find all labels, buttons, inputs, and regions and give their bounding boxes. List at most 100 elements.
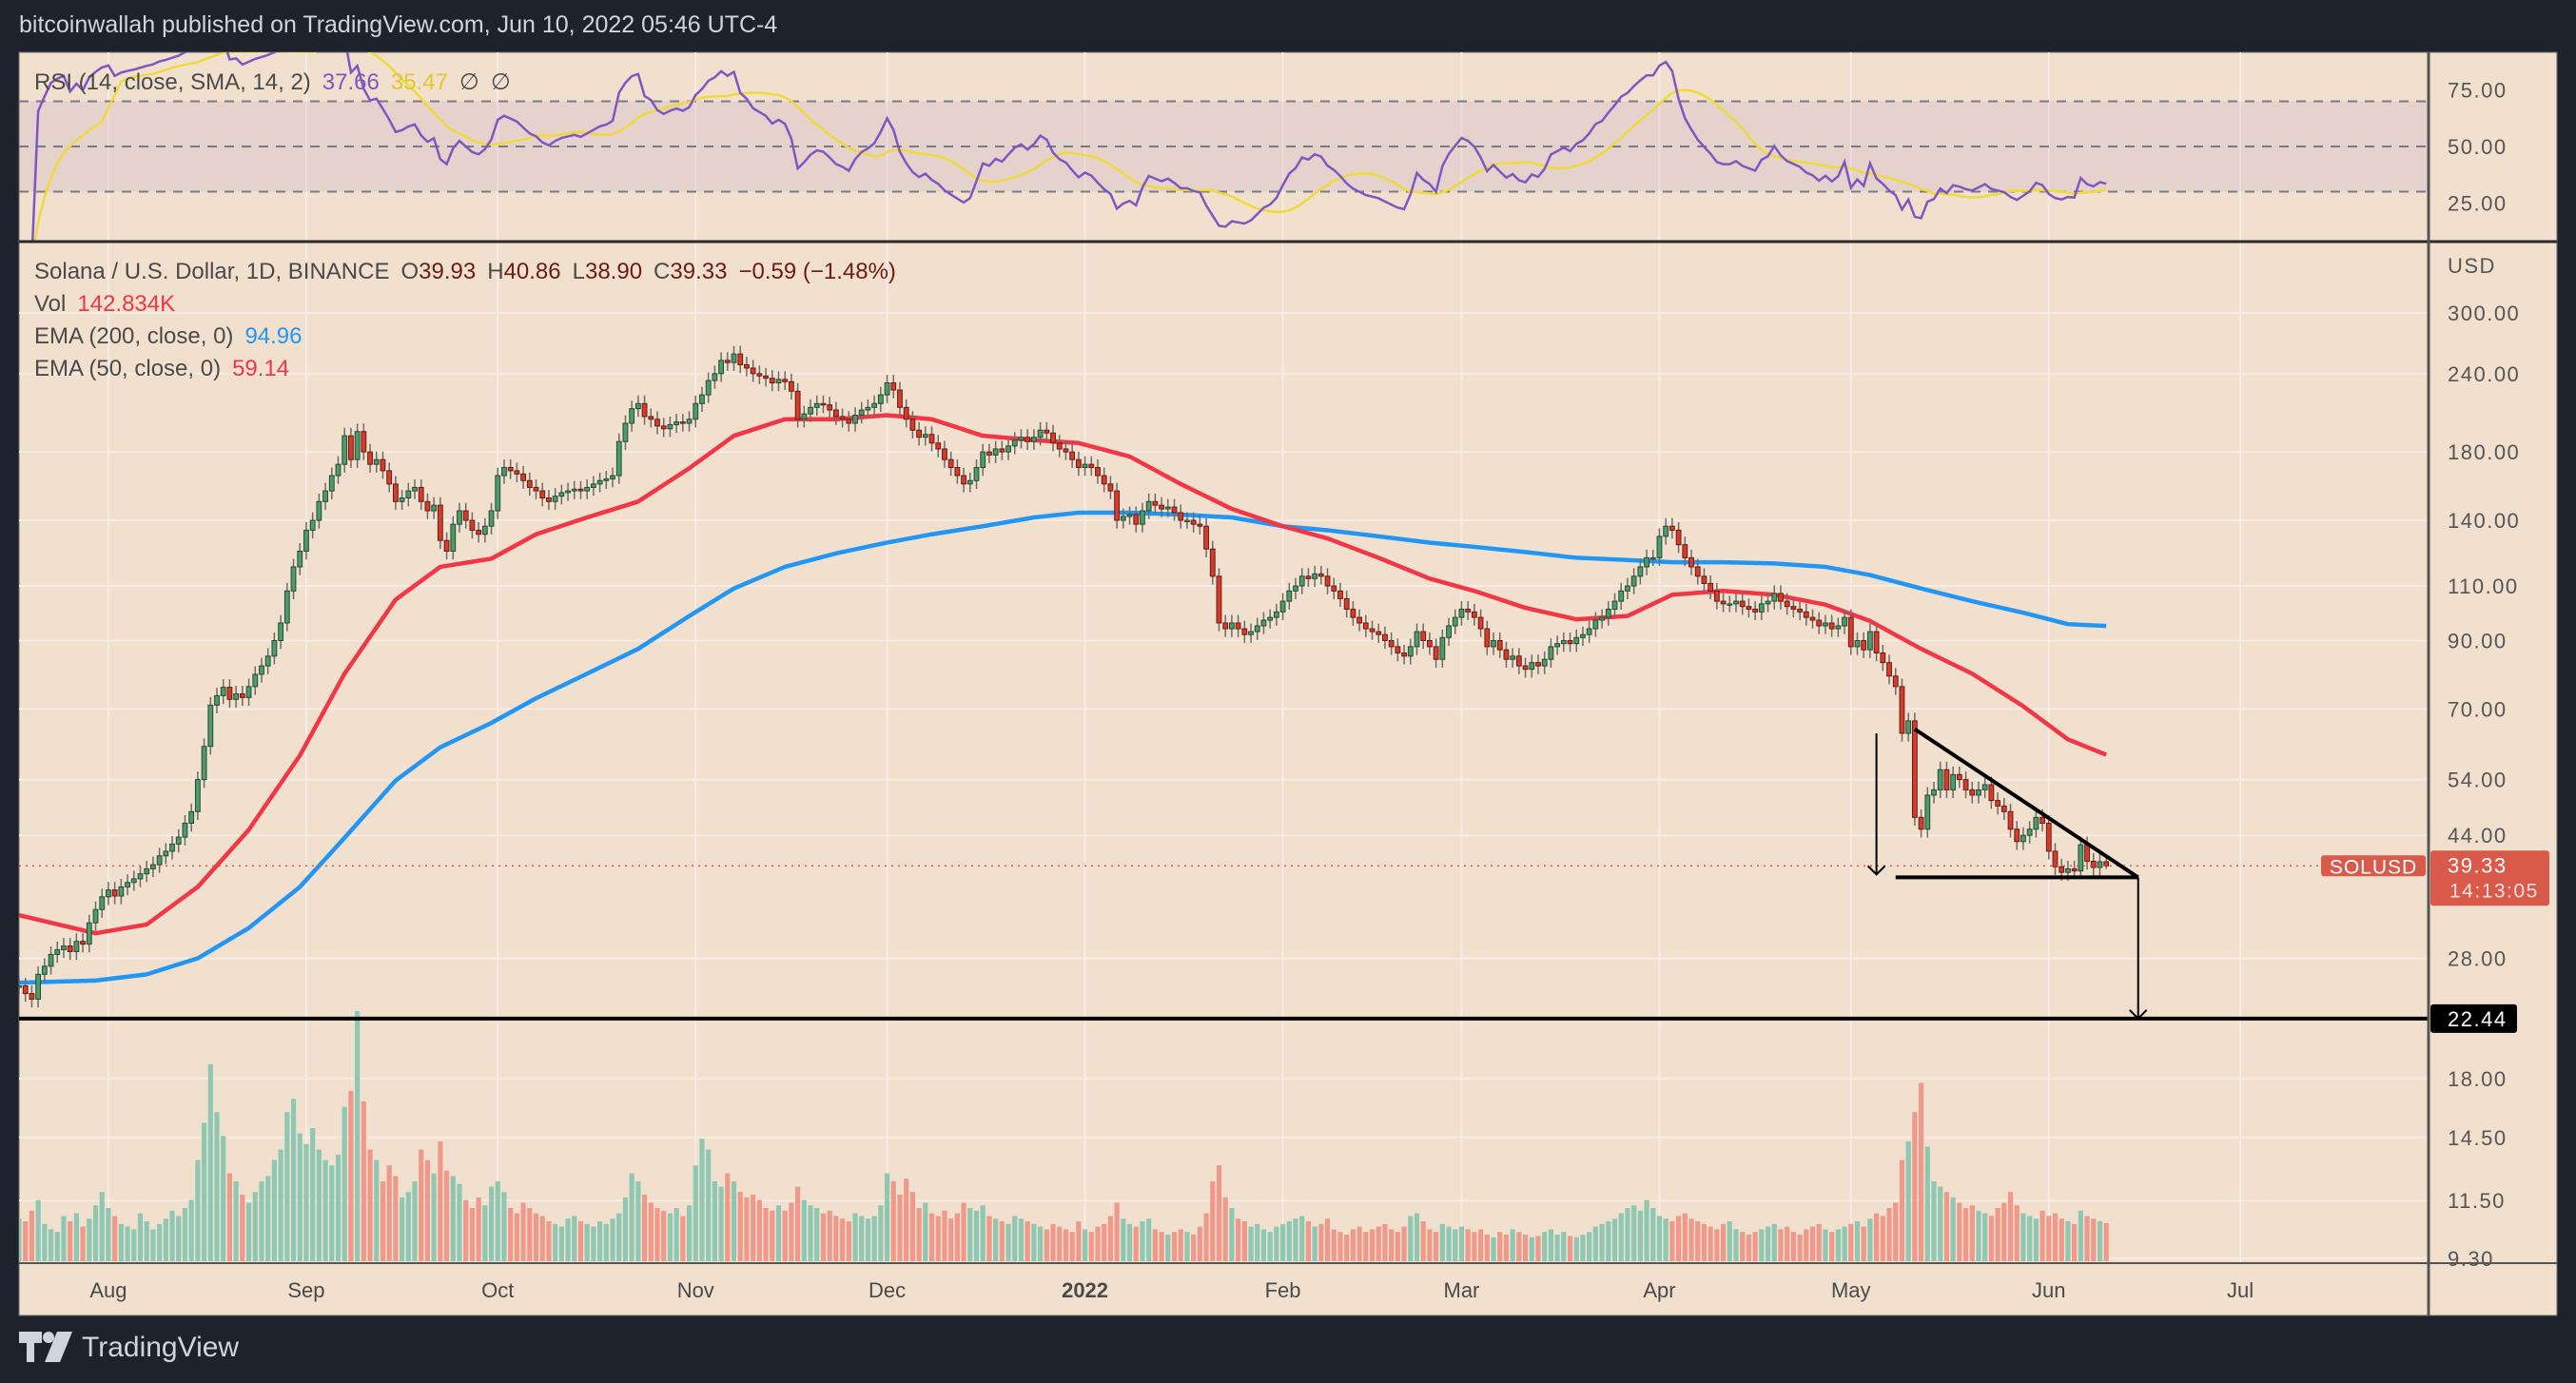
drawings-layer[interactable] bbox=[19, 727, 2429, 1021]
candle bbox=[1861, 632, 1867, 658]
volume-label: Vol bbox=[34, 291, 67, 317]
candle-body bbox=[916, 429, 923, 438]
candle bbox=[1733, 593, 1739, 613]
tradingview-logo-text: TradingView bbox=[82, 1332, 240, 1363]
candle-body bbox=[1618, 590, 1625, 602]
candle-body bbox=[303, 529, 309, 552]
last-price-tag bbox=[2430, 850, 2549, 906]
rsi-sma-value: 35.47 bbox=[390, 68, 448, 95]
candle-body bbox=[1465, 608, 1472, 613]
volume-bar bbox=[144, 1221, 149, 1261]
price-tick-label: 44.00 bbox=[2448, 824, 2508, 847]
candle bbox=[909, 411, 916, 438]
volume-bar bbox=[1708, 1226, 1713, 1261]
candle-body bbox=[954, 467, 961, 477]
volume-bar bbox=[1618, 1213, 1624, 1261]
triangle-resistance-line[interactable] bbox=[1913, 727, 2139, 880]
candle bbox=[1739, 593, 1746, 615]
volume-bar bbox=[1088, 1232, 1094, 1261]
candle bbox=[1427, 632, 1433, 655]
volume-bar bbox=[488, 1186, 495, 1261]
candle-body bbox=[1350, 608, 1356, 618]
candle-body bbox=[1420, 631, 1427, 641]
volume-bar bbox=[68, 1221, 73, 1261]
candle-body bbox=[660, 425, 667, 430]
symbol-legend[interactable]: Solana / U.S. Dollar, 1D, BINANCE O39.93… bbox=[34, 259, 896, 285]
candle bbox=[591, 476, 596, 497]
candle bbox=[852, 407, 858, 432]
volume-bar bbox=[1318, 1223, 1324, 1261]
volume-bar bbox=[1222, 1197, 1228, 1261]
volume-bar bbox=[54, 1232, 60, 1261]
candle bbox=[1178, 504, 1184, 529]
volume-legend[interactable]: Vol 142.834K bbox=[34, 291, 175, 318]
candle bbox=[1803, 603, 1809, 626]
candle-body bbox=[1625, 585, 1630, 592]
price-tick-label: 140.00 bbox=[2448, 509, 2520, 533]
volume-bar bbox=[635, 1181, 641, 1261]
candle-body bbox=[111, 889, 118, 897]
candle bbox=[163, 843, 169, 865]
candle-body bbox=[92, 908, 99, 924]
volume-bar bbox=[1516, 1232, 1522, 1261]
candle-body bbox=[399, 497, 405, 502]
volume-bar bbox=[731, 1181, 737, 1261]
ema200-legend[interactable]: EMA (200, close, 0) 94.96 bbox=[34, 323, 302, 350]
candle bbox=[961, 467, 966, 493]
rsi-pane[interactable] bbox=[19, 37, 2429, 260]
candle bbox=[571, 480, 577, 499]
candle-body bbox=[961, 475, 966, 485]
candle bbox=[1720, 593, 1727, 613]
candle-body bbox=[462, 510, 469, 521]
rsi-legend[interactable]: RSI (14, close, SMA, 14, 2) 37.66 35.47 … bbox=[34, 68, 511, 96]
candle bbox=[2000, 797, 2007, 821]
volume-bar bbox=[1420, 1221, 1426, 1261]
ema50-legend[interactable]: EMA (50, close, 0) 59.14 bbox=[34, 356, 289, 382]
candle bbox=[820, 395, 827, 414]
candle-body bbox=[1184, 519, 1190, 523]
candle bbox=[1541, 651, 1548, 674]
candle-body bbox=[1611, 600, 1618, 610]
candle-body bbox=[316, 500, 322, 521]
volume-bar bbox=[1255, 1223, 1260, 1261]
arrow-down-icon bbox=[2129, 1009, 2148, 1021]
volume-bar bbox=[476, 1197, 481, 1261]
candle bbox=[1924, 787, 1931, 838]
candle-body bbox=[2020, 834, 2026, 843]
candle bbox=[1190, 512, 1197, 533]
target-arrow[interactable] bbox=[2129, 877, 2148, 1021]
volume-layer bbox=[19, 1010, 2109, 1261]
volume-bar bbox=[1580, 1235, 1586, 1261]
volume-bar bbox=[871, 1216, 877, 1261]
volume-bar bbox=[2007, 1192, 2014, 1261]
candle bbox=[1260, 612, 1267, 634]
volume-bar bbox=[999, 1221, 1005, 1261]
candle bbox=[1037, 421, 1044, 446]
candle-body bbox=[1152, 500, 1159, 506]
candle-body bbox=[150, 864, 156, 869]
volume-bar bbox=[667, 1213, 673, 1261]
volume-bar bbox=[1472, 1232, 1477, 1261]
candle-body bbox=[603, 478, 610, 481]
tradingview-logo[interactable]: TradingView bbox=[19, 1332, 239, 1364]
volume-bar bbox=[654, 1208, 660, 1261]
candle-body bbox=[1248, 631, 1254, 635]
volume-bar bbox=[744, 1197, 750, 1261]
measure-arrow[interactable] bbox=[1866, 732, 1886, 876]
candle bbox=[1784, 593, 1790, 615]
volume-bar bbox=[1943, 1192, 1950, 1261]
candle-body bbox=[1573, 636, 1580, 645]
rsi-line bbox=[31, 52, 2107, 241]
volume-bar bbox=[909, 1192, 915, 1261]
candle bbox=[1235, 614, 1241, 637]
volume-bar bbox=[1184, 1232, 1190, 1261]
candle bbox=[2097, 853, 2103, 876]
volume-bar bbox=[1816, 1223, 1822, 1261]
candle-body bbox=[942, 448, 947, 460]
candle-body bbox=[1063, 448, 1069, 453]
candle bbox=[1305, 568, 1312, 588]
candle bbox=[1790, 598, 1797, 618]
volume-bar bbox=[1102, 1223, 1107, 1261]
axes[interactable]: 300.00 240.00 180.00 140.00 110.00 90.00 70.00… bbox=[89, 79, 2549, 1302]
